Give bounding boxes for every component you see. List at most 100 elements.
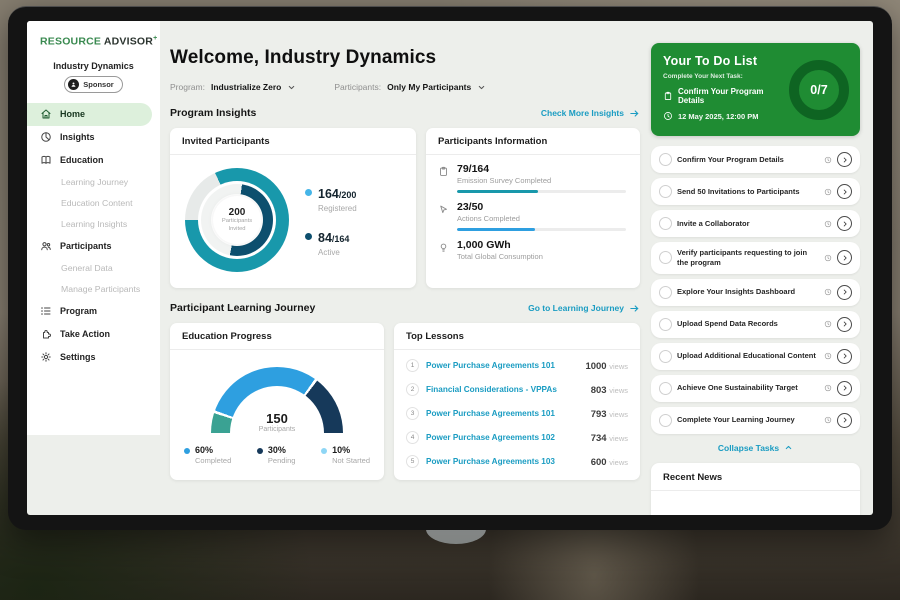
sidebar-item-insights[interactable]: Insights: [27, 126, 152, 149]
sidebar-item-home[interactable]: Home: [27, 102, 152, 126]
task-open-button[interactable]: [837, 380, 852, 396]
sidebar-item-label: Take Action: [60, 329, 111, 339]
sidebar-item-settings[interactable]: Settings: [27, 346, 152, 369]
gauge-legend: 60% Completed 30% Pending 10% Not Started: [170, 445, 384, 465]
task-upload-spend-data-records[interactable]: Upload Spend Data Records: [651, 310, 860, 338]
task-checkbox[interactable]: [659, 217, 672, 230]
task-upload-additional-educational-content[interactable]: Upload Additional Educational Content: [651, 342, 860, 370]
task-achieve-one-sustainability-target[interactable]: Achieve One Sustainability Target: [651, 374, 860, 402]
donut-legend-item-registered: 164/200 Registered: [305, 185, 357, 213]
task-checkbox[interactable]: [659, 349, 672, 363]
task-checkbox[interactable]: [659, 413, 672, 427]
progress-bar-fill: [457, 228, 535, 231]
sidebar-item-label: Home: [60, 109, 86, 119]
task-invite-a-collaborator[interactable]: Invite a Collaborator: [651, 210, 860, 237]
task-open-button[interactable]: [837, 412, 852, 428]
todo-title: Your To Do List: [663, 54, 758, 68]
task-open-button[interactable]: [837, 152, 852, 167]
task-open-button[interactable]: [837, 348, 852, 364]
sidebar-item-education-content[interactable]: Education Content: [27, 193, 152, 214]
participants-filter-label: Participants:: [334, 82, 382, 92]
task-checkbox[interactable]: [659, 381, 672, 395]
sidebar-item-take-action[interactable]: Take Action: [27, 323, 152, 346]
go-to-learning-journey-link[interactable]: Go to Learning Journey: [528, 303, 640, 314]
todo-subtitle: Complete Your Next Task:: [663, 73, 743, 80]
program-filter-label: Program:: [170, 82, 205, 92]
lesson-link[interactable]: Power Purchase Agreements 101: [426, 408, 555, 418]
legend-label: Pending: [267, 456, 296, 465]
sidebar-item-manage-participants[interactable]: Manage Participants: [27, 279, 152, 300]
lesson-link[interactable]: Financial Considerations - VPPAs: [426, 384, 557, 394]
task-open-button[interactable]: [837, 216, 852, 231]
collapse-tasks-link[interactable]: Collapse Tasks: [651, 443, 860, 453]
task-checkbox[interactable]: [659, 317, 672, 331]
lesson-views: 600 views: [591, 452, 628, 470]
lesson-views-count: 793: [590, 409, 610, 420]
task-complete-your-learning-journey[interactable]: Complete Your Learning Journey: [651, 406, 860, 434]
task-open-button[interactable]: [837, 284, 852, 300]
task-checkbox[interactable]: [659, 185, 672, 198]
gauge-legend-item-not-started: 10% Not Started: [321, 445, 370, 465]
donut-legend: 164/200 Registered 84/164 Active: [305, 185, 357, 257]
check-more-insights-label: Check More Insights: [540, 108, 624, 118]
task-explore-your-insights-dashboard[interactable]: Explore Your Insights Dashboard: [651, 278, 860, 306]
info-card-title: Participants Information: [426, 128, 640, 155]
clock-icon: [824, 352, 832, 360]
task-open-button[interactable]: [837, 316, 852, 332]
task-verify-participants-requesting-to-join-the-program[interactable]: Verify participants requesting to join t…: [651, 242, 860, 274]
sidebar-item-general-data[interactable]: General Data: [27, 258, 152, 279]
task-checkbox[interactable]: [659, 153, 672, 166]
legend-numerator: 84: [318, 231, 332, 245]
gauge-legend-text: 10% Not Started: [332, 445, 370, 465]
todo-next-task[interactable]: Confirm Your Program Details: [663, 87, 783, 105]
chevron-down-icon: [287, 83, 296, 92]
clock-icon: [824, 156, 832, 164]
donut-legend-value: 164/200: [318, 185, 357, 203]
arrow-right-icon: [629, 108, 640, 119]
lesson-views-count: 803: [590, 385, 610, 396]
task-checkbox[interactable]: [659, 285, 672, 299]
participants-icon: [40, 240, 52, 252]
legend-dot: [184, 448, 190, 454]
task-label: Upload Spend Data Records: [677, 319, 778, 329]
sidebar-item-program[interactable]: Program: [27, 300, 152, 323]
participants-filter[interactable]: Participants: Only My Participants: [334, 82, 486, 92]
lesson-views: 793 views: [591, 404, 628, 422]
sponsor-badge: Sponsor: [64, 75, 123, 93]
go-to-learning-journey-label: Go to Learning Journey: [528, 303, 624, 313]
task-open-button[interactable]: [837, 250, 852, 266]
lesson-views-suffix: views: [609, 362, 628, 371]
sidebar-item-label: Education Content: [61, 198, 133, 208]
sidebar-item-participants[interactable]: Participants: [27, 235, 152, 258]
legend-dot: [321, 448, 328, 454]
home-icon: [40, 108, 52, 120]
clipboard-icon: [663, 91, 673, 101]
consumption-icon: [438, 242, 449, 261]
legend-percent: 60%: [195, 445, 214, 455]
donut-center-value: 200: [228, 206, 246, 218]
gauge-legend-item-completed: 60% Completed: [184, 445, 231, 465]
lesson-link[interactable]: Power Purchase Agreements 102: [426, 432, 555, 442]
lesson-views-suffix: views: [609, 386, 628, 395]
task-open-button[interactable]: [837, 184, 852, 199]
info-row-actions-completed: 23/50 Actions Completed: [426, 193, 640, 231]
lesson-rank: 1: [406, 358, 419, 372]
clock-icon: [824, 188, 832, 196]
sidebar-item-education[interactable]: Education: [27, 149, 152, 172]
gauge-legend-text: 60% Completed: [195, 445, 231, 465]
sidebar-item-label: Insights: [60, 132, 95, 142]
program-filter[interactable]: Program: Industrialize Zero: [170, 82, 296, 92]
sidebar-item-learning-insights[interactable]: Learning Insights: [27, 214, 152, 235]
sidebar-item-learning-journey[interactable]: Learning Journey: [27, 172, 152, 193]
lesson-link[interactable]: Power Purchase Agreements 103: [426, 456, 555, 466]
legend-label: Completed: [195, 456, 232, 465]
gauge-center-label: Participants: [258, 426, 296, 433]
program-filter-value: Industrialize Zero: [210, 82, 282, 92]
check-more-insights-link[interactable]: Check More Insights: [541, 108, 640, 119]
org-name: Industry Dynamics: [53, 60, 134, 71]
task-send-50-invitations-to-participants[interactable]: Send 50 Invitations to Participants: [651, 178, 860, 205]
task-checkbox[interactable]: [659, 251, 672, 265]
task-confirm-your-program-details[interactable]: Confirm Your Program Details: [651, 146, 860, 173]
donut-legend-text: 84/164 Active: [318, 229, 349, 257]
lesson-link[interactable]: Power Purchase Agreements 101: [426, 360, 555, 370]
